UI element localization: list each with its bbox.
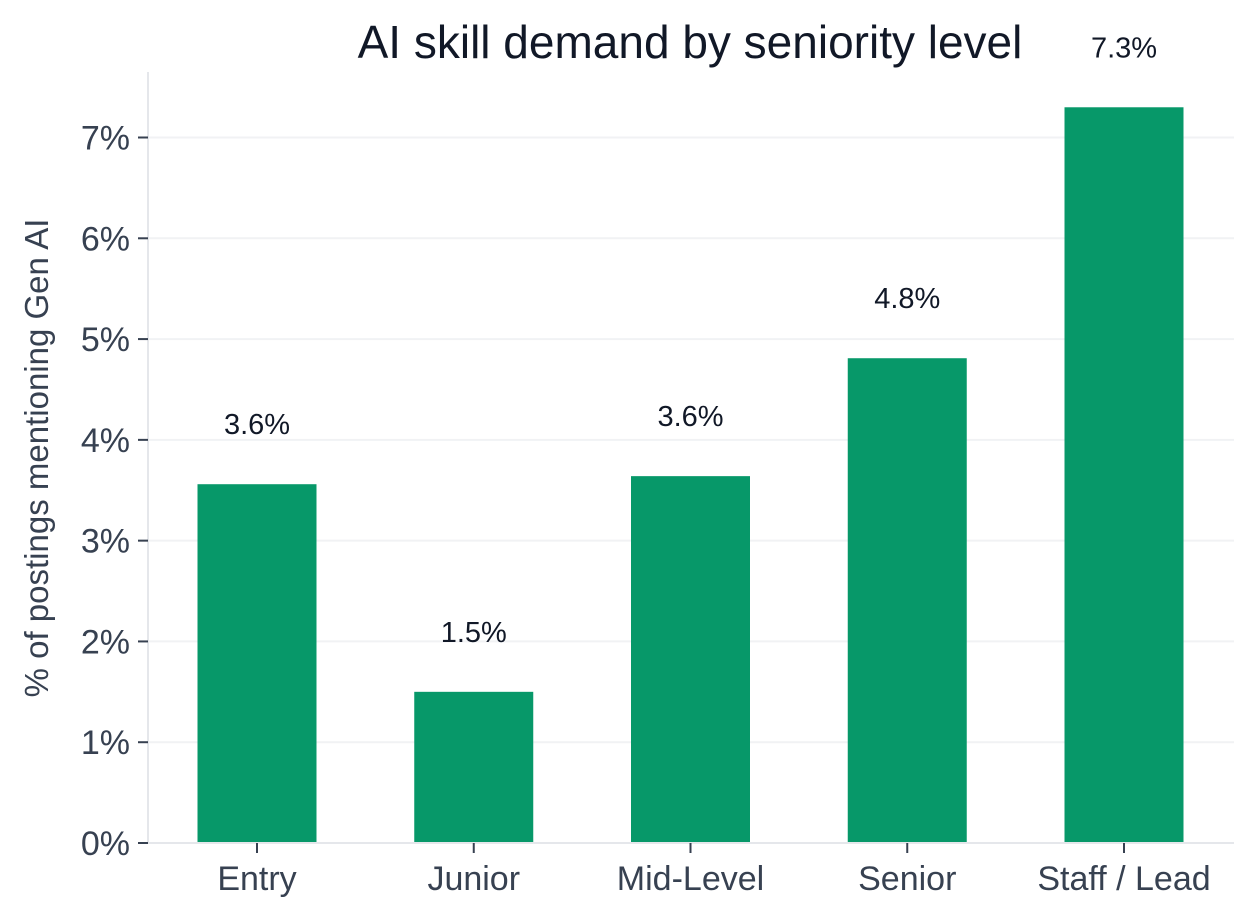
y-tick-label: 1% [81,724,130,762]
bars [197,107,1184,843]
y-axis-title: % of postings mentioning Gen AI [18,219,55,698]
bar [631,476,750,843]
chart-title: AI skill demand by seniority level [358,16,1023,68]
bar [197,484,317,843]
x-tick-label: Junior [427,860,520,898]
bar [847,358,967,843]
x-tick-label: Senior [858,860,956,898]
x-tick-label: Entry [217,860,296,898]
data-label: 7.3% [1091,32,1157,64]
data-label: 3.6% [224,409,290,441]
y-tick-label: 4% [81,422,130,460]
x-tick-label: Staff / Lead [1037,860,1210,898]
y-tick-label: 0% [81,825,130,863]
y-tick-label: 6% [81,220,130,258]
data-label: 4.8% [874,283,940,315]
bar [1064,107,1184,843]
y-tick-label: 2% [81,623,130,661]
data-labels: 3.6% 1.5% 3.6% 4.8% 7.3% [224,32,1157,649]
bar [414,691,534,843]
x-tick-label: Mid-Level [617,860,764,898]
y-tick-label: 7% [81,120,130,158]
x-ticks: Entry Junior Mid-Level Senior Staff / Lead [217,843,1211,898]
y-ticks: 0% 1% 2% 3% 4% 5% 6% 7% [81,120,148,863]
y-tick-label: 5% [81,321,130,359]
y-tick-label: 3% [81,523,130,561]
data-label: 1.5% [441,617,507,649]
data-label: 3.6% [657,401,723,433]
